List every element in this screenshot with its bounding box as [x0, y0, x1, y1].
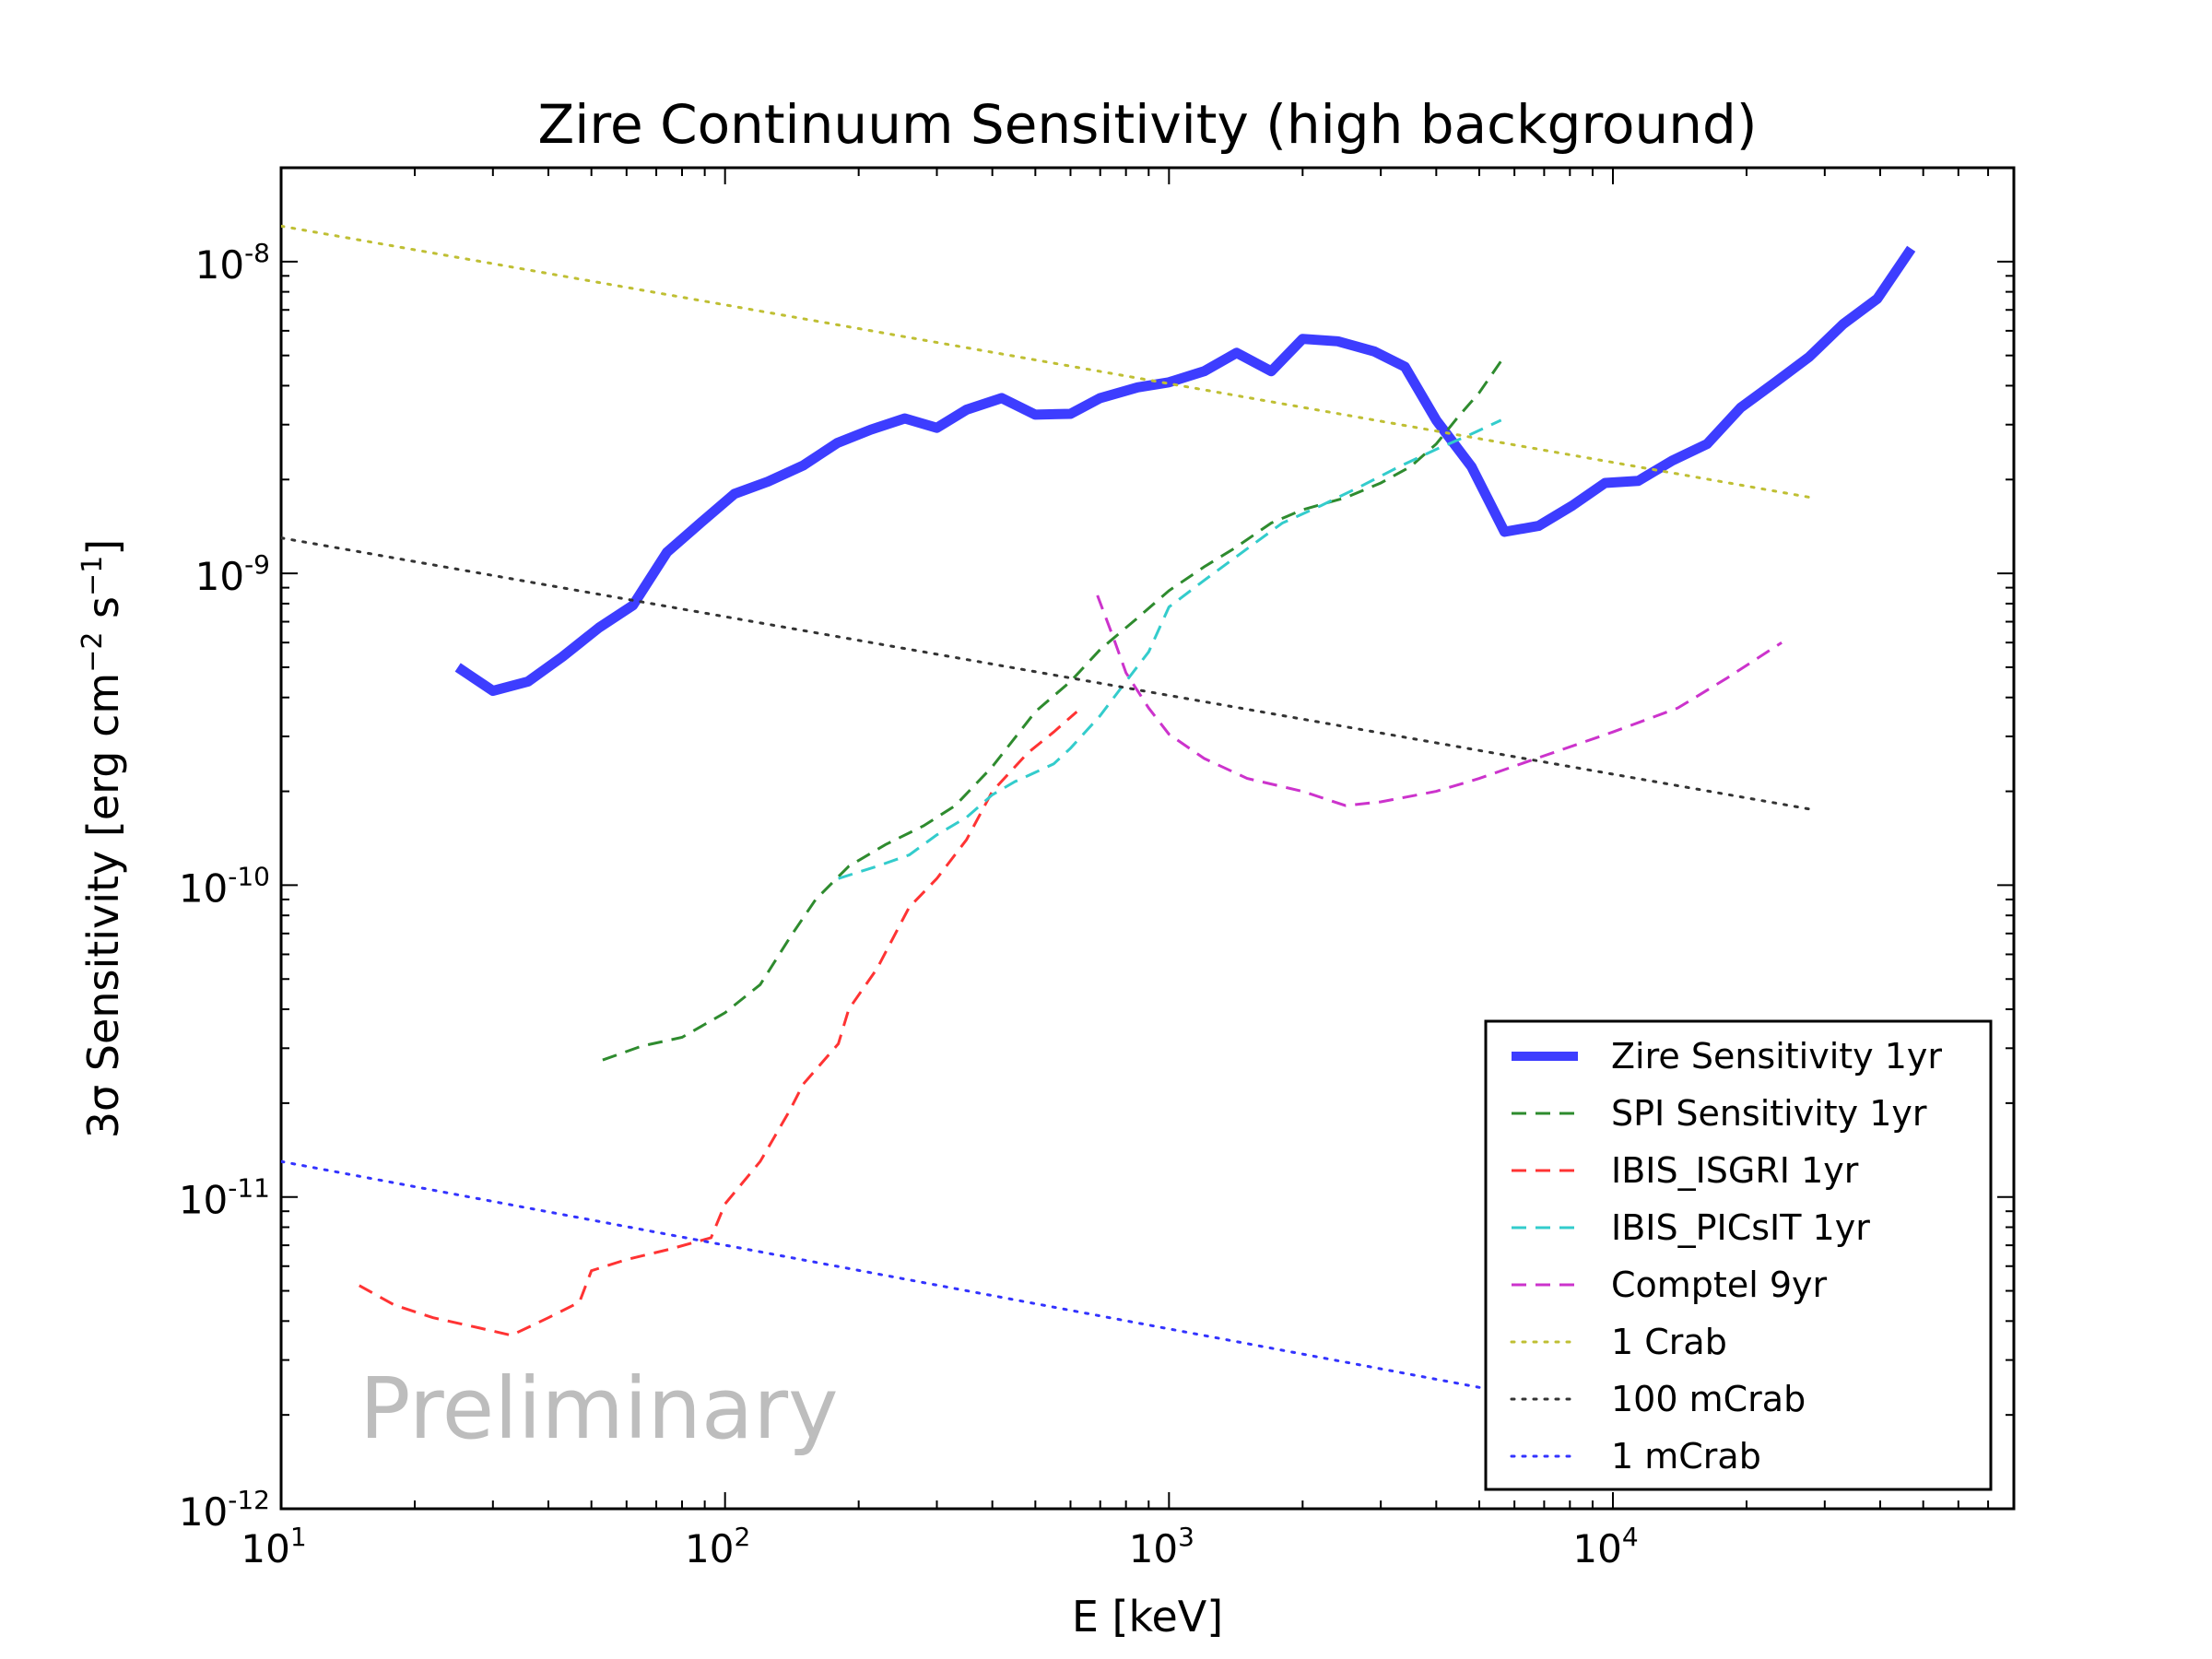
axis-tick-labels: 101 102 103 104 10-12 10-11 10-10 10-9 10-8: [179, 238, 1639, 1571]
y-axis-label-prefix: 3σ Sensitivity [erg cm: [78, 673, 128, 1138]
chart-title: Zire Continuum Sensitivity (high backgro…: [538, 93, 1758, 156]
series-line-spi-sensitivity-1yr: [602, 359, 1502, 1062]
legend-box: [1484, 1019, 1993, 1491]
legend-label: Zire Sensitivity 1yr: [1611, 1036, 1942, 1077]
plot-area: [279, 166, 2016, 1511]
x-tick-label: 104: [1572, 1522, 1638, 1571]
legend-label: Comptel 9yr: [1611, 1265, 1828, 1305]
y-axis-label-exp1: −2: [76, 632, 109, 673]
series-line-comptel-9yr: [1096, 594, 1783, 807]
legend-label: 1 mCrab: [1611, 1436, 1761, 1477]
y-tick-label: 10-11: [179, 1173, 270, 1223]
y-tick-label: 10-8: [195, 238, 270, 288]
x-tick-label: 103: [1129, 1522, 1194, 1571]
series-line-zire-sensitivity-1yr: [454, 245, 1916, 697]
y-axis-label-mid: s: [78, 596, 128, 632]
series-line-ibis-isgri-1yr: [359, 711, 1078, 1337]
legend-label: 1 Crab: [1611, 1322, 1727, 1362]
series-line-100-mcrab: [281, 536, 1813, 811]
y-tick-label: 10-10: [179, 861, 270, 911]
legend-label: IBIS_ISGRI 1yr: [1611, 1150, 1859, 1191]
y-axis-label: 3σ Sensitivity [erg cm−2 s−1]: [76, 539, 128, 1138]
axis-ticks: [280, 167, 2015, 1510]
preliminary-annotation: Preliminary: [359, 1359, 839, 1458]
x-axis-label: E [keV]: [1072, 1592, 1223, 1641]
y-axis-label-suffix: ]: [78, 539, 128, 556]
y-tick-label: 10-9: [195, 549, 270, 599]
y-tick-label: 10-12: [179, 1485, 270, 1535]
plot-lines: [281, 224, 1916, 1389]
legend: Zire Sensitivity 1yr SPI Sensitivity 1yr I…: [1484, 1019, 1993, 1491]
legend-label: IBIS_PICsIT 1yr: [1611, 1207, 1870, 1248]
series-line-1-mcrab: [281, 1159, 1481, 1389]
legend-label: SPI Sensitivity 1yr: [1611, 1093, 1927, 1134]
x-tick-label: 102: [685, 1522, 750, 1571]
y-axis-label-exp2: −1: [76, 556, 109, 596]
legend-label: 100 mCrab: [1611, 1379, 1806, 1419]
series-line-ibis-picsit-1yr: [838, 418, 1502, 880]
x-tick-label: 101: [241, 1522, 306, 1571]
series-line-1-crab: [281, 224, 1813, 500]
